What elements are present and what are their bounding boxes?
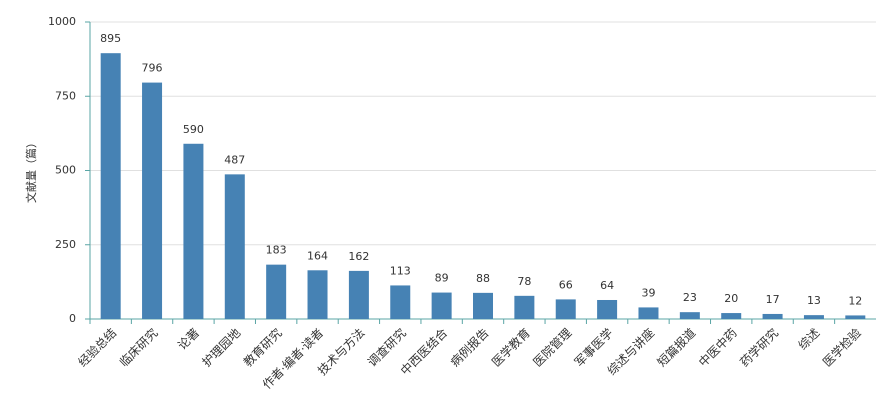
bar: [555, 299, 576, 319]
bar: [142, 82, 163, 319]
data-label: 64: [600, 279, 614, 292]
x-tick-label: 护理园地: [200, 326, 244, 370]
bar: [348, 270, 369, 319]
data-label: 164: [307, 249, 328, 262]
bar: [845, 315, 866, 319]
data-label: 113: [390, 264, 411, 277]
data-label: 183: [266, 244, 287, 257]
y-tick-label: 1000: [48, 15, 76, 28]
bar: [597, 299, 618, 319]
bar: [100, 53, 121, 320]
bar: [224, 174, 245, 319]
data-label: 895: [100, 32, 121, 45]
bar: [183, 143, 204, 319]
bar: [473, 292, 493, 319]
data-label: 88: [476, 272, 490, 285]
data-label: 23: [683, 291, 697, 304]
y-tick-label: 250: [55, 238, 76, 251]
bar: [307, 270, 328, 319]
data-label: 590: [183, 123, 204, 136]
bar: [431, 292, 452, 319]
data-label: 78: [517, 275, 531, 288]
x-tick-label: 中医中药: [695, 325, 740, 370]
bar: [721, 313, 742, 319]
data-label: 12: [848, 294, 862, 307]
x-tick-label: 医学检验: [819, 325, 864, 370]
bar: [514, 295, 535, 319]
data-label: 66: [559, 278, 573, 291]
x-tick-label: 短篇报道: [654, 325, 699, 370]
x-tick-label: 药学研究: [737, 325, 782, 370]
data-label: 487: [224, 153, 245, 166]
data-label: 17: [766, 293, 780, 306]
y-axis-label: 文献量（篇）: [24, 137, 38, 203]
bar: [762, 313, 783, 319]
x-tick-label: 医院管理: [530, 325, 575, 370]
x-tick-label: 经验总结: [75, 325, 120, 370]
x-tick-label: 病例报告: [447, 325, 492, 370]
data-label: 39: [641, 286, 655, 299]
bar: [638, 307, 659, 319]
y-tick-label: 500: [55, 164, 76, 177]
bar: [390, 285, 411, 319]
x-tick-label: 综述: [796, 326, 823, 353]
x-tick-label: 医学教育: [488, 325, 533, 370]
x-tick-label: 临床研究: [116, 325, 161, 370]
y-tick-label: 750: [55, 89, 76, 102]
data-label: 89: [435, 272, 449, 285]
x-tick-label: 论著: [175, 326, 202, 353]
data-label: 796: [142, 62, 163, 75]
data-label: 13: [807, 294, 821, 307]
bar: [266, 264, 287, 319]
bar: [679, 312, 700, 319]
data-label: 20: [724, 292, 738, 305]
bar: [803, 315, 824, 319]
y-tick-label: 0: [69, 312, 76, 325]
data-label: 162: [348, 250, 369, 263]
